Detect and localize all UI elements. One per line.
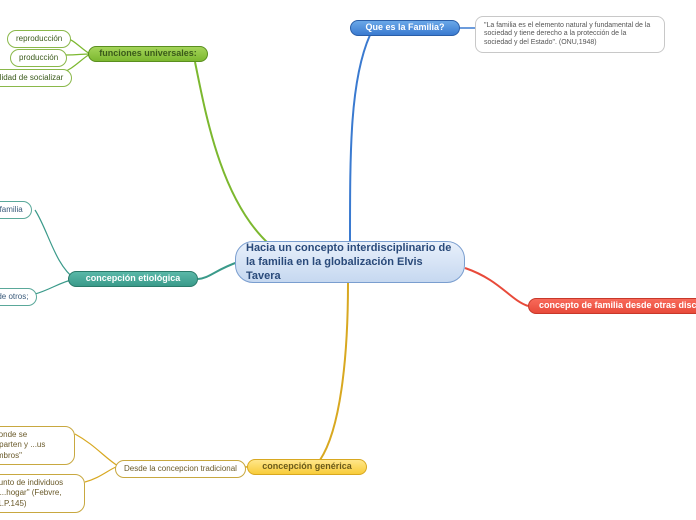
concepcion-etiologica-node[interactable]: concepción etiológica	[68, 271, 198, 287]
reproduccion-leaf[interactable]: reproducción	[7, 30, 71, 48]
desde-tradicional-leaf[interactable]: Desde la concepcion tradicional	[115, 460, 246, 478]
funciones-universales-node[interactable]: funciones universales:	[88, 46, 208, 62]
center-node[interactable]: Hacia un concepto interdisciplinario de …	[235, 241, 465, 283]
febvre-leaf[interactable]: conjunto de individuos que ...hogar" (Fe…	[0, 474, 85, 513]
familia-quote-node: "La familia es el elemento natural y fun…	[475, 16, 665, 53]
concepcion-generica-node[interactable]: concepción genérica	[247, 459, 367, 475]
otras-disciplinas-node[interactable]: concepto de familia desde otras discipli…	[528, 298, 696, 314]
que-es-familia-node[interactable]: Que es la Familia?	[350, 20, 460, 36]
ibra-familia-leaf[interactable]: ibra familia	[0, 201, 32, 219]
comparten-miembros-leaf[interactable]: ial donde se comparten y ...us miembros"	[0, 426, 75, 465]
eto-otros-leaf[interactable]: eto de otros;	[0, 288, 37, 306]
socializar-leaf[interactable]: abilidad de socializar	[0, 69, 72, 87]
produccion-leaf[interactable]: producción	[10, 49, 67, 67]
